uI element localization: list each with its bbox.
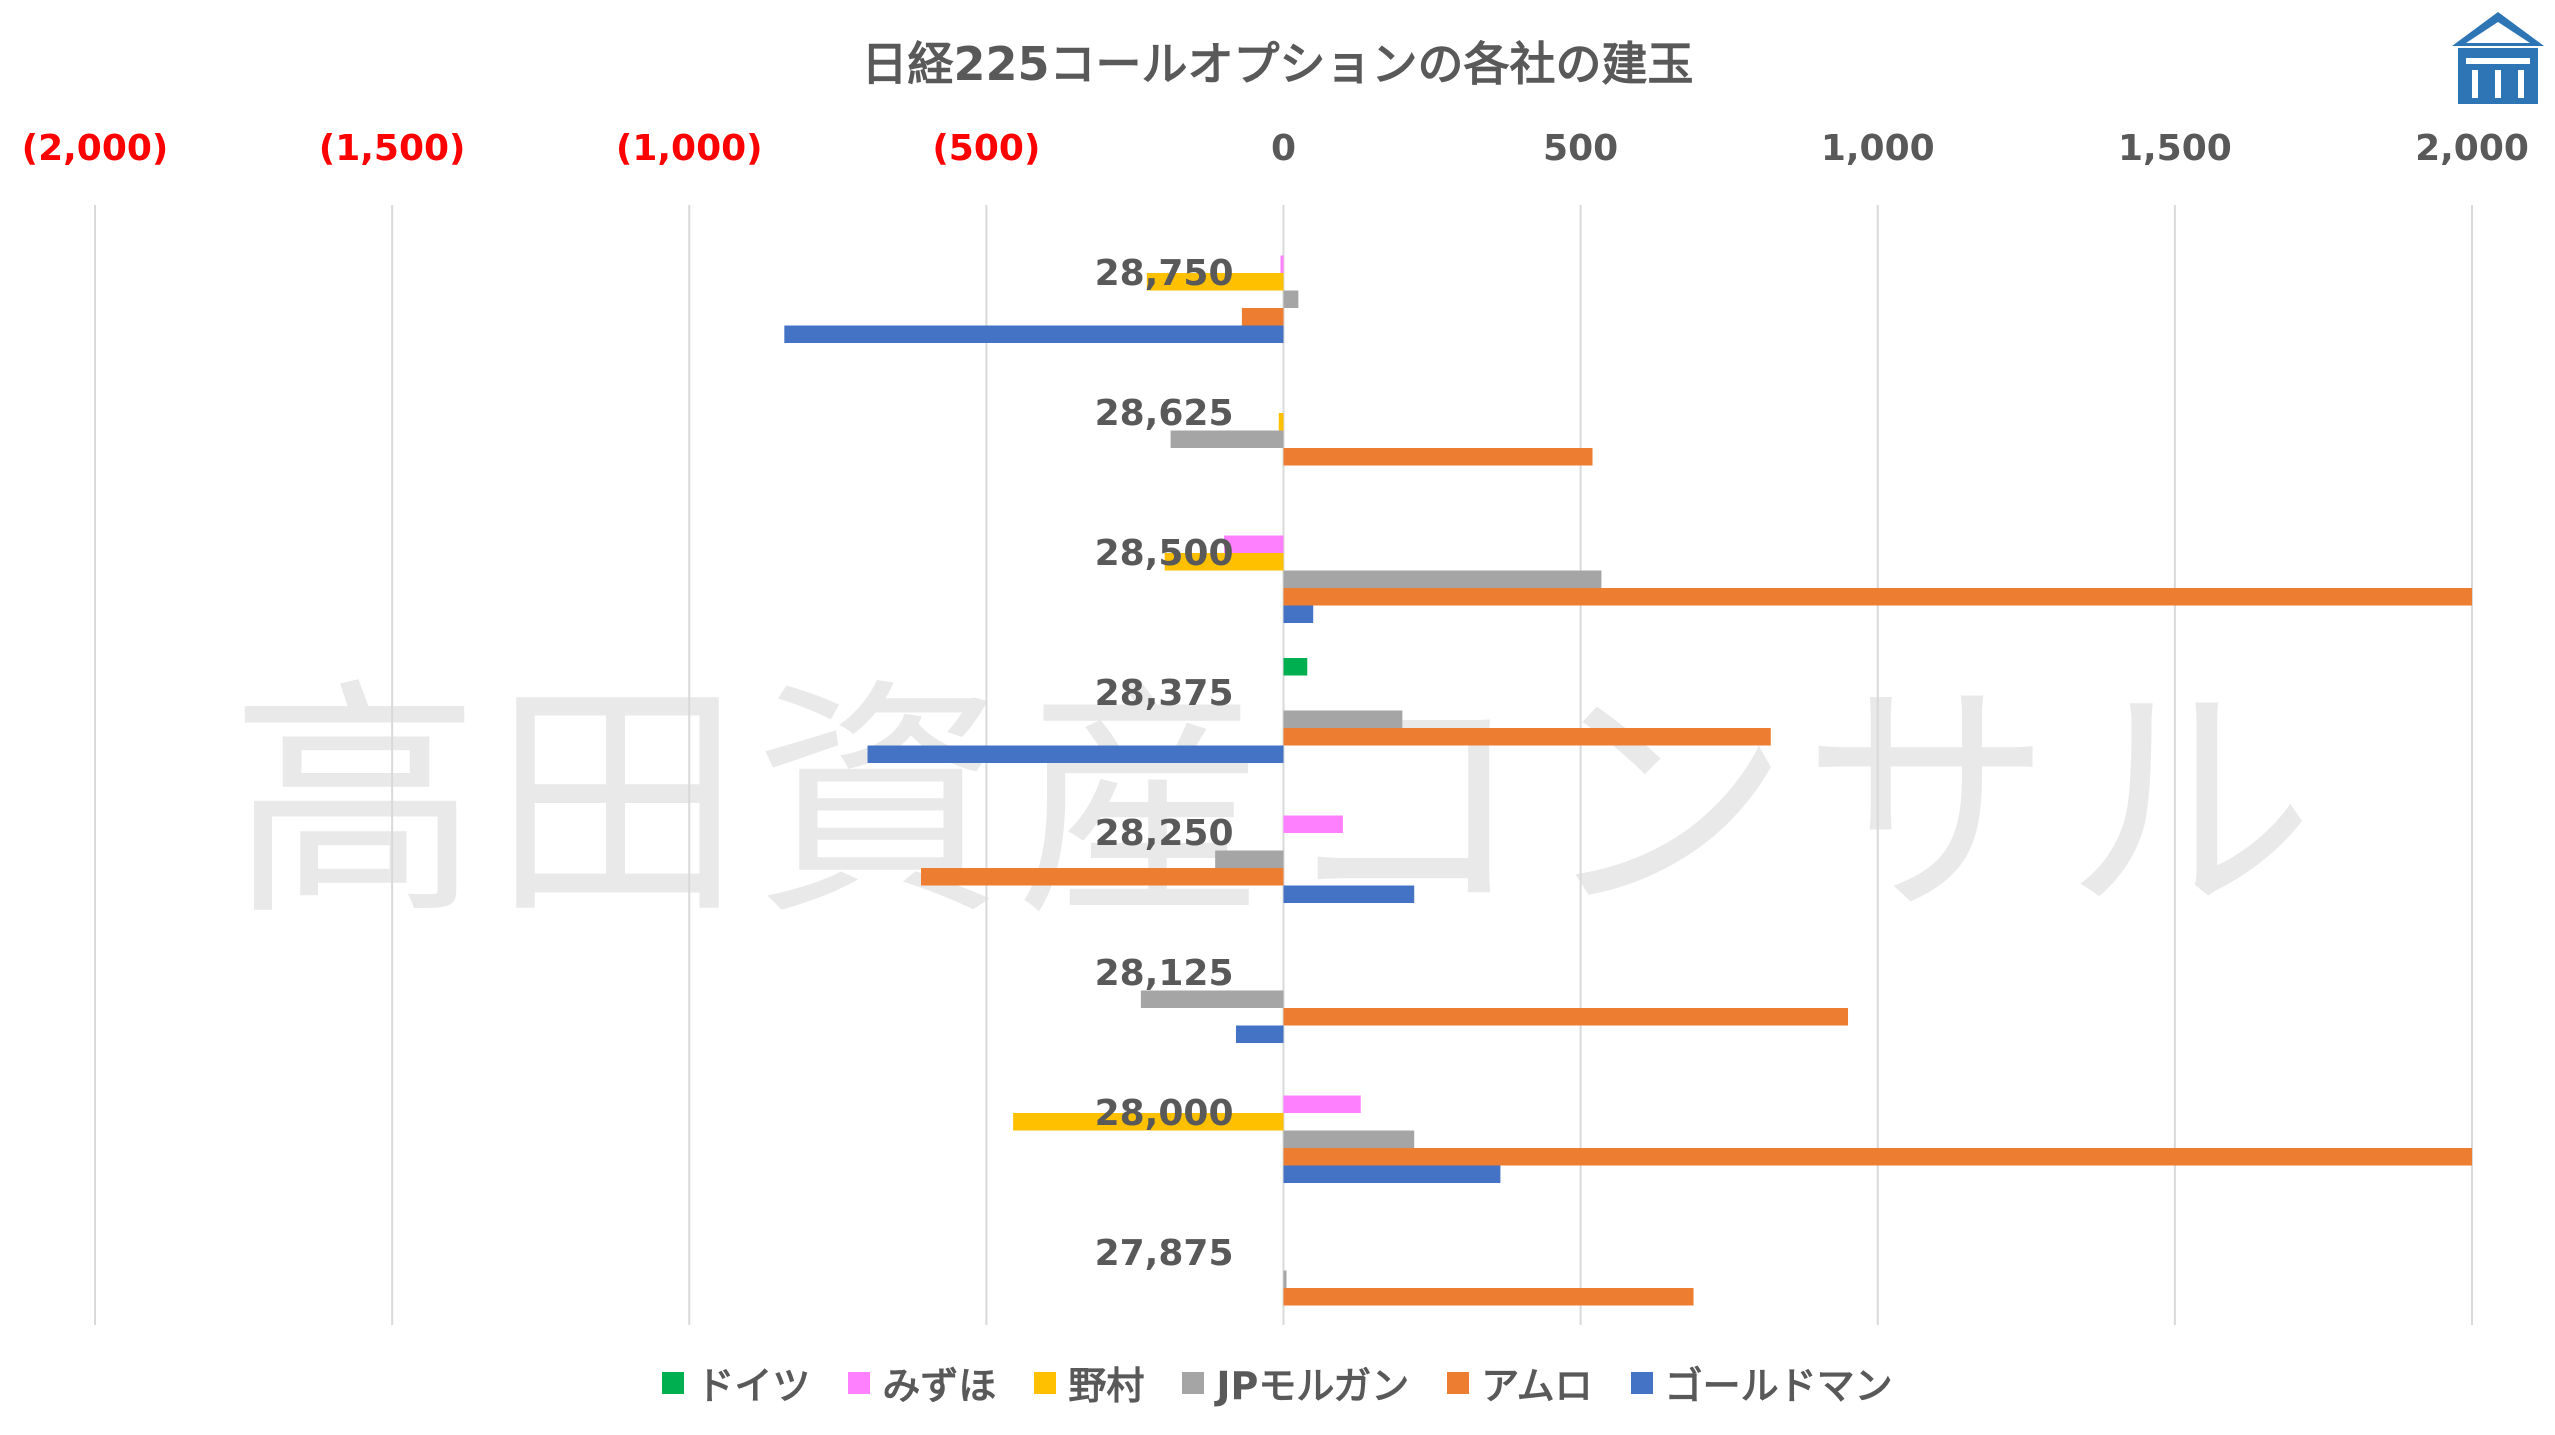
x-tick-label: 500 (1543, 128, 1618, 169)
bar (1146, 273, 1284, 291)
bar (1013, 1113, 1284, 1131)
category-label: 28,125 (1095, 953, 1234, 994)
bar (1283, 728, 1771, 746)
bar (1283, 1130, 1415, 1148)
x-tick-label: (2,000) (22, 128, 169, 169)
legend-label: ゴールドマン (1664, 1364, 1893, 1408)
category-label: 28,375 (1095, 673, 1234, 714)
category-label: 28,250 (1095, 813, 1234, 854)
legend-label: JPモルガン (1216, 1364, 1410, 1408)
legend-swatch (1034, 1371, 1057, 1394)
x-tick-label: 0 (1271, 128, 1296, 169)
bar (1283, 1288, 1694, 1306)
legend-item: 野村 (1034, 1355, 1144, 1410)
legend-swatch (662, 1371, 685, 1394)
chart-title: 日経225コールオプションの各社の建玉 (861, 37, 1694, 91)
category-label: 28,500 (1095, 533, 1234, 574)
x-tick-label: 2,000 (2415, 128, 2529, 169)
bar (1283, 448, 1593, 466)
legend-label: 野村 (1068, 1364, 1145, 1408)
legend-swatch (1447, 1371, 1470, 1394)
bar (1283, 1270, 1287, 1288)
x-tick-label: 1,500 (2118, 128, 2232, 169)
legend-label: アムロ (1481, 1364, 1593, 1408)
bar (1170, 430, 1284, 448)
bar (1283, 658, 1308, 676)
bar (1283, 570, 1602, 588)
bar (784, 325, 1284, 343)
x-tick-label: 1,000 (1821, 128, 1935, 169)
bar (1278, 413, 1284, 431)
legend-item: アムロ (1447, 1355, 1593, 1410)
bar (1235, 1025, 1284, 1043)
x-tick-label: (500) (932, 128, 1040, 169)
bar (1215, 850, 1284, 868)
legend-item: ゴールドマン (1630, 1355, 1893, 1410)
x-tick-label: (1,000) (616, 128, 763, 169)
bar (867, 745, 1284, 763)
chart-legend: ドイツ みずほ 野村 JPモルガン アムロ ゴールドマン (0, 1355, 2555, 1410)
legend-item: みずほ (848, 1355, 996, 1410)
category-label: 28,750 (1095, 253, 1234, 294)
legend-label: みずほ (882, 1364, 997, 1408)
watermark: 高田資産コンサル (230, 658, 2326, 949)
bar (1283, 710, 1403, 728)
legend-swatch (848, 1371, 871, 1394)
legend-label: ドイツ (696, 1364, 811, 1408)
x-tick-label: (1,500) (319, 128, 466, 169)
bar (1283, 1165, 1501, 1183)
bar (1280, 255, 1284, 273)
category-label: 27,875 (1095, 1233, 1234, 1274)
building-icon (2452, 12, 2544, 104)
bar (1283, 1148, 2472, 1166)
bar (1283, 290, 1299, 308)
legend-swatch (1182, 1371, 1205, 1394)
legend-swatch (1630, 1371, 1653, 1394)
category-label: 28,000 (1095, 1093, 1234, 1134)
bar (1283, 1008, 1849, 1026)
legend-item: ドイツ (662, 1355, 810, 1410)
bar (1140, 990, 1284, 1008)
bar (1224, 535, 1284, 553)
category-label: 28,625 (1095, 393, 1234, 434)
bar (1283, 588, 2472, 606)
legend-item: JPモルガン (1182, 1355, 1409, 1410)
bar (1241, 308, 1284, 326)
bar (1283, 815, 1343, 833)
bar (1164, 553, 1284, 571)
bar (1283, 1095, 1361, 1113)
bar (1283, 885, 1415, 903)
bar (1283, 605, 1314, 623)
bar (921, 868, 1284, 886)
